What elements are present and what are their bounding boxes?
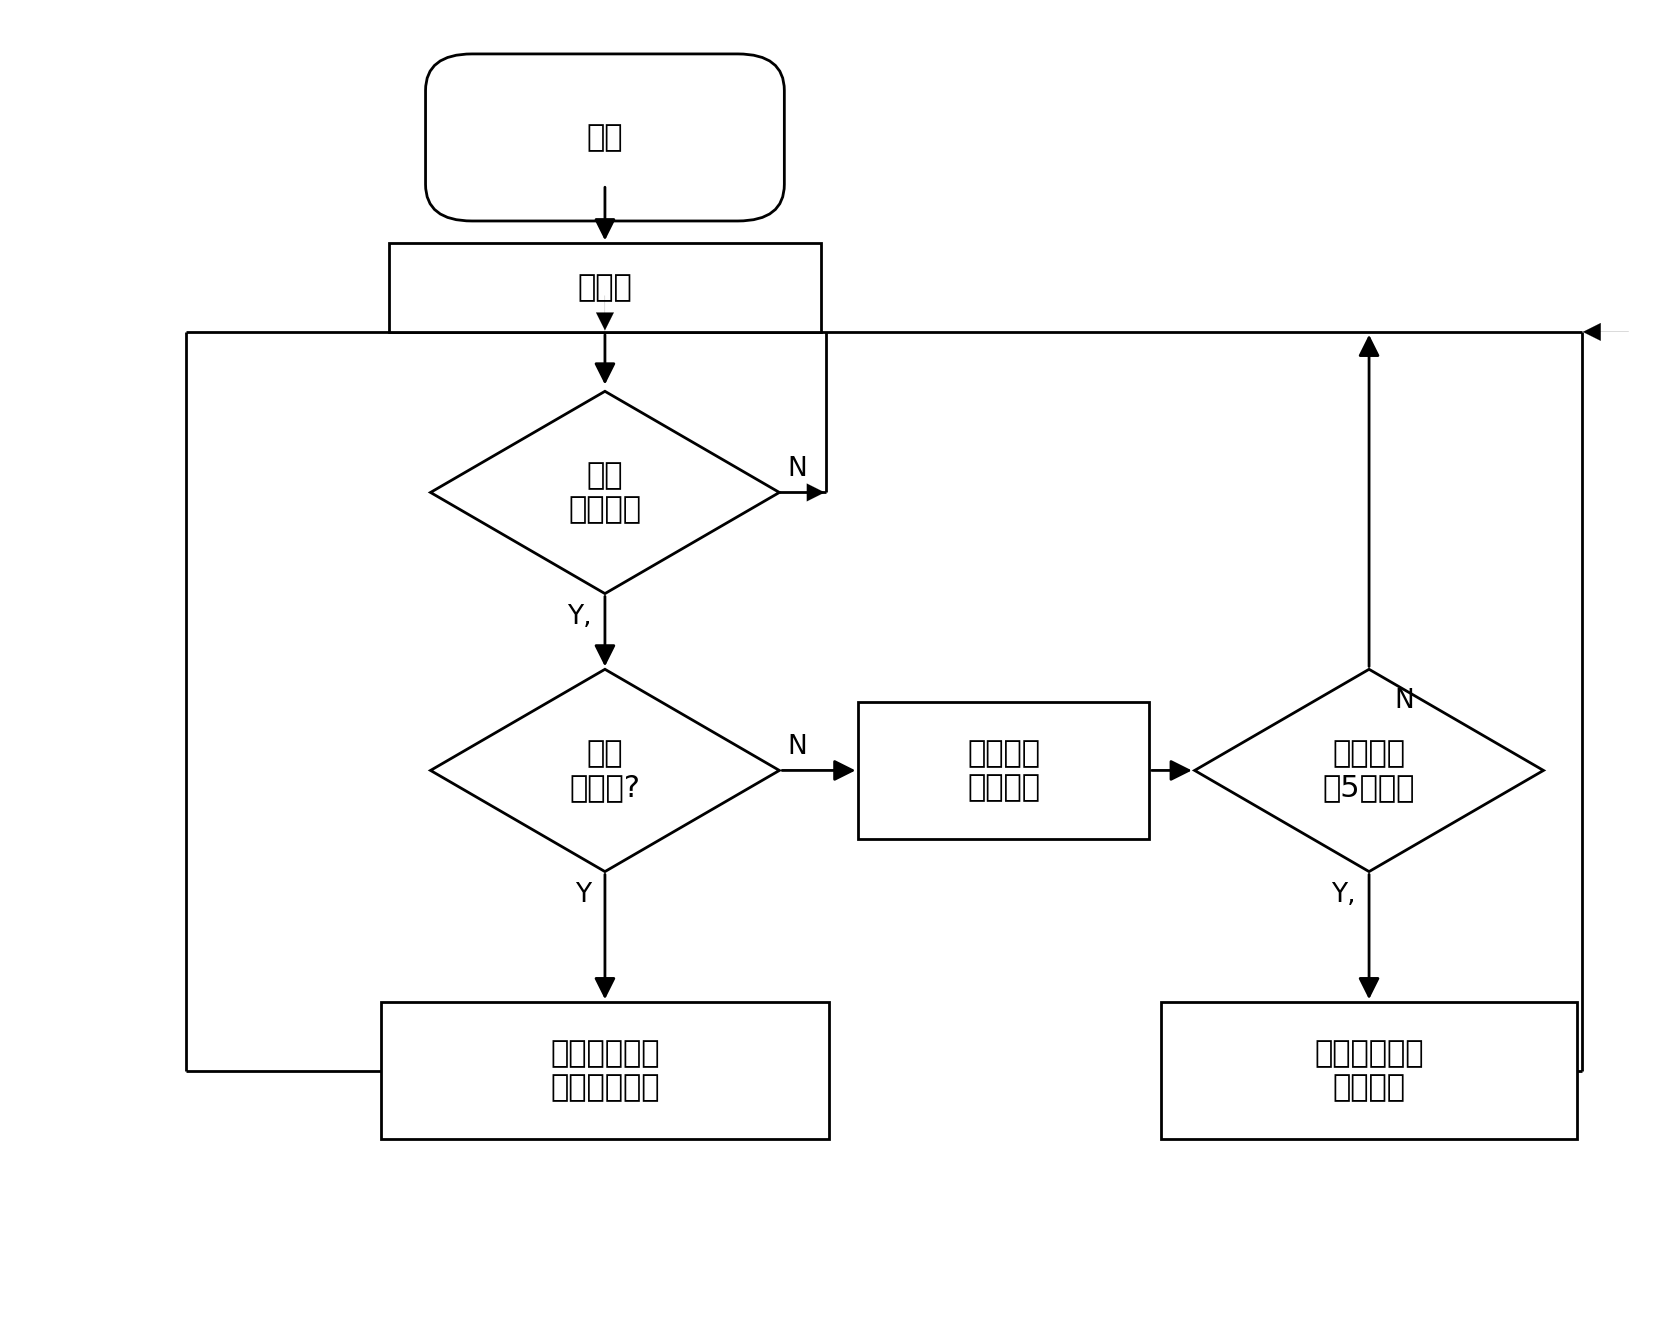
Bar [380, 1002, 829, 1140]
Text: N: N [787, 456, 807, 481]
Bar [858, 702, 1149, 839]
Bar [1161, 1002, 1576, 1140]
Text: Y: Y [576, 882, 591, 907]
Text: 电流信息
满5个等级: 电流信息 满5个等级 [1323, 739, 1415, 802]
Text: Y,: Y, [568, 604, 591, 630]
Text: N: N [1394, 687, 1414, 714]
Text: 存储并记录各
电流等级: 存储并记录各 电流等级 [1315, 1039, 1424, 1101]
Text: 开始: 开始 [586, 123, 623, 152]
Text: 定时
采样数据: 定时 采样数据 [568, 462, 642, 524]
Text: 是否
学习过?: 是否 学习过? [570, 739, 640, 802]
Text: Y,: Y, [1332, 882, 1355, 907]
Text: N: N [787, 733, 807, 760]
Text: 学习本次
电流信息: 学习本次 电流信息 [966, 739, 1040, 802]
Text: 初始化: 初始化 [578, 273, 633, 302]
Polygon shape [430, 392, 779, 594]
Bar [389, 243, 821, 332]
FancyBboxPatch shape [425, 54, 784, 222]
Polygon shape [430, 669, 779, 872]
Polygon shape [1194, 669, 1543, 872]
Text: 根据电流信息
输出当前亮度: 根据电流信息 输出当前亮度 [549, 1039, 660, 1101]
